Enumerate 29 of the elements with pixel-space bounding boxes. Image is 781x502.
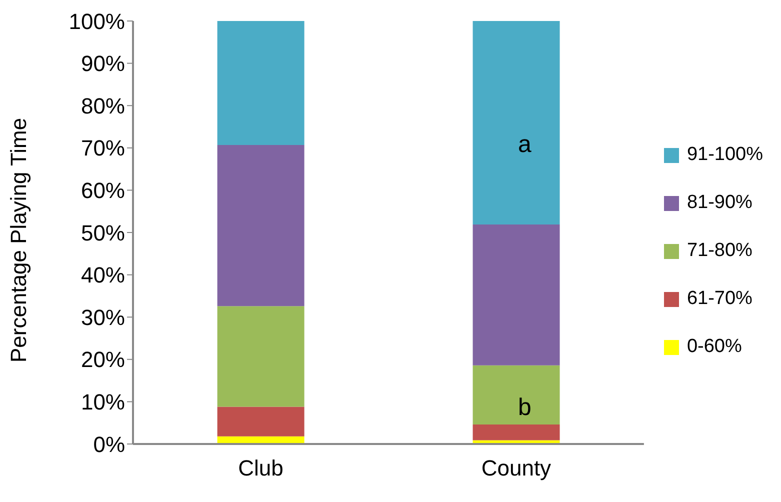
- legend-label: 71-80%: [686, 240, 752, 262]
- bar: [472, 21, 560, 224]
- annotation: a: [518, 131, 532, 158]
- bar: [217, 306, 304, 407]
- bar: [472, 224, 560, 366]
- y-tick-label: 10%: [80, 390, 125, 415]
- bar: [217, 144, 304, 306]
- y-tick-label: 60%: [80, 178, 125, 204]
- legend-label: 61-70%: [686, 288, 752, 310]
- bar: [472, 424, 560, 440]
- legend-label: 0-60%: [686, 336, 742, 358]
- y-tick-label: 50%: [80, 220, 125, 246]
- x-tick-label: County: [481, 456, 552, 481]
- y-axis-title: Percentage Playing Time: [6, 118, 31, 362]
- bar: [472, 365, 560, 425]
- y-tick-label: 90%: [80, 51, 125, 76]
- y-tick-label: 100%: [68, 8, 125, 34]
- y-tick-label: 40%: [80, 262, 125, 288]
- legend-label: 91-100%: [686, 144, 763, 166]
- y-tick-label: 70%: [80, 136, 125, 161]
- y-tick-label: 20%: [80, 347, 125, 372]
- x-tick-label: Club: [238, 456, 284, 481]
- annotation: b: [518, 394, 532, 421]
- legend-label: 81-90%: [686, 192, 752, 214]
- y-tick-label: 0%: [93, 432, 125, 457]
- bar: [217, 21, 304, 145]
- y-tick-label: 80%: [80, 93, 125, 118]
- y-tick-label: 30%: [80, 304, 125, 330]
- bar: [217, 406, 304, 436]
